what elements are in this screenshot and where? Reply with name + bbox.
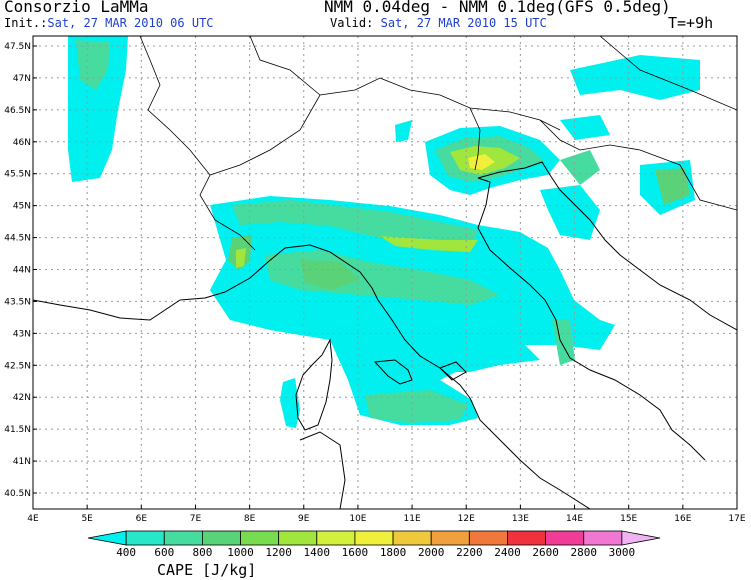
lat-tick-label: 40.5N (4, 489, 31, 499)
lat-tick-label: 45N (13, 202, 31, 212)
lon-tick-label: 10E (349, 514, 366, 524)
border-italy-slovenia (469, 107, 481, 171)
coastlines (33, 161, 737, 509)
coast-sardinia (299, 431, 346, 509)
colorbar-swatch (125, 530, 165, 546)
colorbar-swatch (545, 530, 585, 546)
lat-tick-label: 46N (13, 138, 31, 148)
border-switzerland (249, 36, 321, 96)
cape-field (68, 36, 700, 428)
colorbar-label: 2200 (456, 546, 483, 559)
colorbar-swatch (201, 530, 241, 546)
colorbar-swatch (621, 530, 661, 546)
colorbar-swatch (507, 530, 547, 546)
lat-tick-label: 46.5N (4, 106, 31, 116)
lat-tick-label: 44N (13, 266, 31, 276)
colorbar-label: 1800 (380, 546, 407, 559)
colorbar-label: 2600 (532, 546, 559, 559)
coast-france-south (33, 299, 181, 321)
lon-tick-label: 13E (512, 514, 529, 524)
valid-label: Valid: (330, 16, 374, 30)
colorbar-swatch (392, 530, 432, 546)
lon-tick-label: 4E (27, 514, 39, 524)
colorbar-label: 2400 (494, 546, 521, 559)
lat-tick-label: 43N (13, 329, 31, 339)
lon-tick-label: 15E (620, 514, 637, 524)
lon-tick-label: 6E (136, 514, 148, 524)
cape-colorbar: 400 600 800 1000 1200 1400 1600 1800 2000 2200 240… (87, 530, 661, 559)
graticule (33, 36, 737, 509)
border-france-italy (139, 36, 256, 251)
colorbar-swatch (316, 530, 356, 546)
init-value: Sat, 27 MAR 2010 06 UTC (47, 16, 214, 30)
init-line: Init.:Sat, 27 MAR 2010 06 UTC (4, 16, 214, 30)
coast-italy-adriatic (477, 177, 706, 461)
lat-tick-label: 41.5N (4, 425, 31, 435)
colorbar-label: 1000 (227, 546, 254, 559)
lon-tick-label: 5E (81, 514, 93, 524)
coast-balkans (477, 161, 737, 331)
border-alps (209, 77, 561, 176)
coast-corsica (295, 338, 333, 431)
colorbar-swatch (87, 530, 127, 546)
border-slovenia-croatia (539, 119, 737, 211)
colorbar-label: 3000 (609, 546, 636, 559)
coast-italy-west (179, 244, 591, 509)
colorbar-label: 2800 (570, 546, 597, 559)
colorbar-label: 400 (116, 546, 136, 559)
colorbar-swatch (430, 530, 470, 546)
colorbar-swatch (278, 530, 318, 546)
lon-tick-label: 9E (298, 514, 310, 524)
colorbar-swatch (354, 530, 394, 546)
lat-tick-label: 42.5N (4, 361, 31, 371)
colorbar-label: 1200 (265, 546, 292, 559)
colorbar-swatch (468, 530, 508, 546)
lon-tick-label: 11E (404, 514, 421, 524)
colorbar-label: 2000 (418, 546, 445, 559)
borders (139, 36, 737, 251)
colorbar-swatch (583, 530, 623, 546)
lat-tick-label: 41N (13, 457, 31, 467)
lon-tick-label: 17E (728, 514, 745, 524)
forecast-step: T=+9h (668, 14, 714, 32)
coast-island (439, 361, 467, 381)
title-left: Consorzio LaMMa (4, 0, 149, 16)
lon-tick-label: 12E (458, 514, 475, 524)
coast-elba-region (373, 359, 413, 385)
lat-tick-label: 44.5N (4, 234, 31, 244)
lon-axis: 4E 5E 6E 7E 8E 9E 10E 11E 12E 13E 14E 15E 16E 17E (27, 505, 746, 524)
lat-tick-label: 45.5N (4, 170, 31, 180)
colorbar-label: 1400 (304, 546, 331, 559)
lat-tick-label: 43.5N (4, 297, 31, 307)
valid-value: Sat, 27 MAR 2010 15 UTC (380, 16, 547, 30)
lon-tick-label: 8E (244, 514, 256, 524)
border-austria-hungary (599, 36, 737, 111)
lon-tick-label: 7E (190, 514, 202, 524)
lat-tick-label: 47N (13, 74, 31, 84)
colorbar-label: 600 (154, 546, 174, 559)
lat-axis: 47.5N 47N 46.5N 46N 45.5N 45N 44.5N 44N 43.5N 43N… (4, 42, 37, 499)
map-frame (32, 35, 738, 510)
colorbar-swatch (163, 530, 203, 546)
legend-title: CAPE [J/kg] (157, 561, 257, 579)
lon-tick-label: 16E (674, 514, 691, 524)
lon-tick-label: 14E (566, 514, 583, 524)
title-right: NMM 0.04deg - NMM 0.1deg(GFS 0.5deg) (324, 0, 671, 16)
lat-tick-label: 42N (13, 393, 31, 403)
valid-line: Valid: Sat, 27 MAR 2010 15 UTC (330, 16, 547, 30)
colorbar-swatch (240, 530, 280, 546)
lat-tick-label: 47.5N (4, 42, 31, 52)
init-label: Init.: (4, 16, 48, 30)
colorbar-label: 1600 (342, 546, 369, 559)
colorbar-label: 800 (192, 546, 212, 559)
